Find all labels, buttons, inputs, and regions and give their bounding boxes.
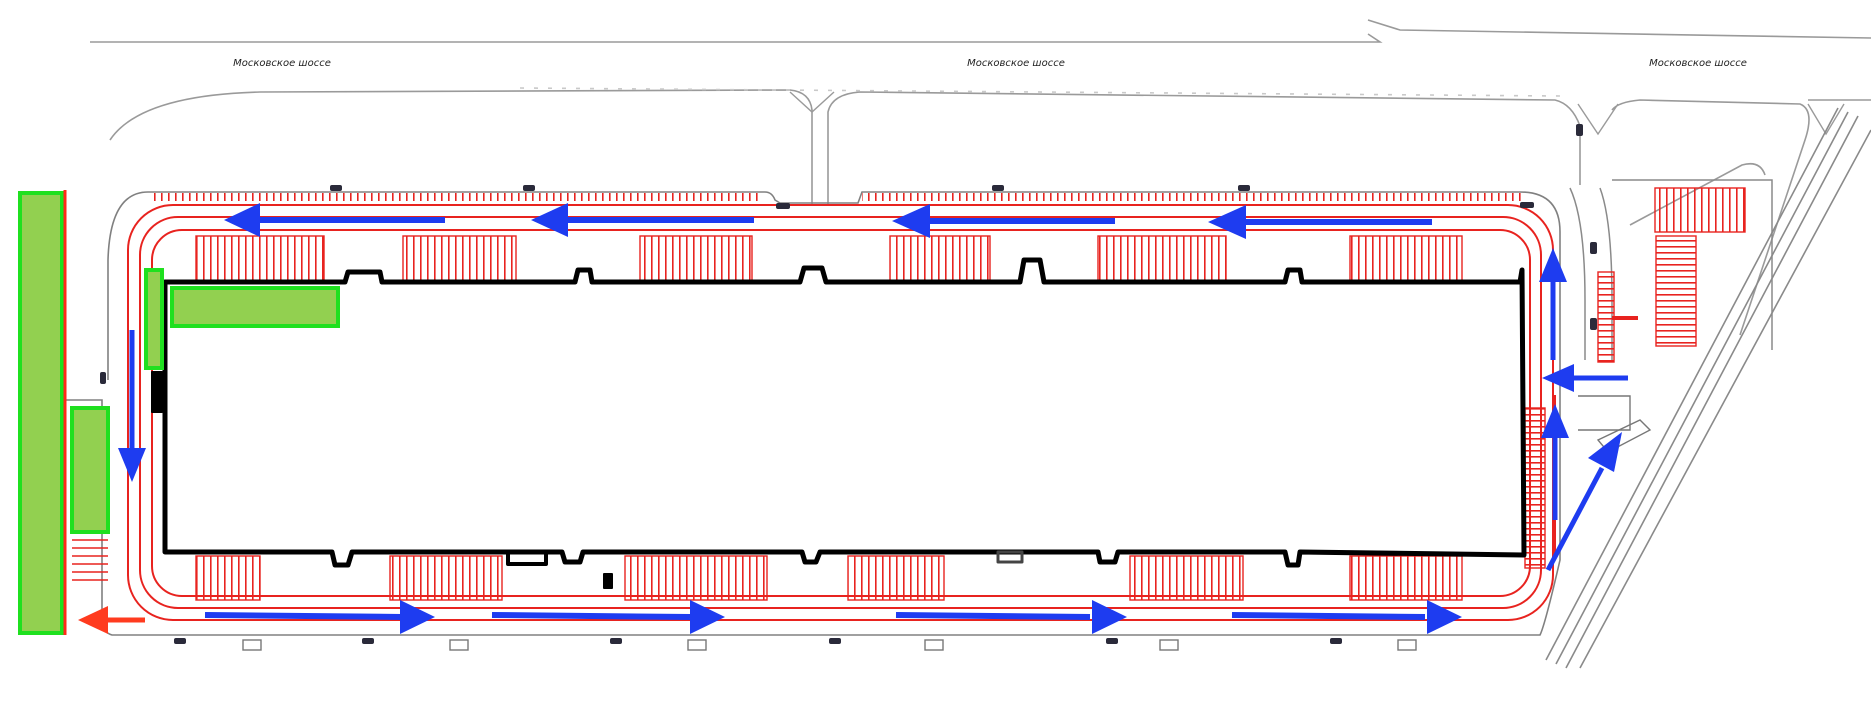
green-zone-left-small: [70, 406, 110, 534]
car-icon: [1106, 638, 1118, 644]
car-icon: [1330, 638, 1342, 644]
traffic-flow-arrow-icon: [491, 600, 725, 634]
traffic-flow-arrow-icon: [1541, 404, 1569, 520]
car-icon: [1590, 242, 1597, 254]
junctions: [789, 91, 1845, 136]
traffic-flow-arrow-icon: [1545, 432, 1622, 572]
traffic-flow-arrow-icon: [204, 600, 435, 634]
car-icon: [362, 638, 374, 644]
green-zone-left-strip: [18, 191, 64, 635]
car-icon: [100, 372, 106, 384]
traffic-flow-arrow-icon: [531, 203, 754, 237]
car-icon: [1238, 185, 1250, 191]
traffic-flow-arrow-icon: [118, 330, 146, 482]
car-icons: [100, 124, 1597, 644]
parking-bottom: [195, 555, 1463, 601]
parking-right: [1524, 187, 1746, 569]
traffic-flow-arrows: [118, 203, 1628, 634]
diagonal-road: [1545, 107, 1871, 669]
car-icon: [523, 185, 535, 191]
car-icon: [1576, 124, 1583, 136]
car-icon: [330, 185, 342, 191]
car-icon: [776, 203, 790, 209]
green-zones: [18, 191, 340, 635]
car-icon: [829, 638, 841, 644]
car-icon: [1520, 202, 1534, 208]
road-label-right: Московское шоссе: [1649, 58, 1747, 69]
traffic-flow-arrow-icon: [1231, 600, 1462, 634]
car-icon: [992, 185, 1004, 191]
green-zone-vertical: [144, 268, 164, 370]
parking-top: [150, 193, 1522, 282]
road-label-center: Московское шоссе: [967, 58, 1065, 69]
traffic-flow-arrow-icon: [224, 203, 445, 237]
traffic-flow-arrow-icon: [892, 204, 1115, 238]
drive-lanes: [127, 204, 1556, 621]
car-icon: [174, 638, 186, 644]
warehouse-building: [151, 257, 1527, 589]
green-zone-top-left: [170, 286, 340, 328]
car-icon: [1590, 318, 1597, 330]
crosswalk-left: [72, 539, 108, 581]
traffic-flow-arrow-icon: [1208, 205, 1432, 239]
exit-arrow-icon: [78, 606, 145, 634]
traffic-flow-arrow-icon: [1539, 248, 1567, 360]
highway: [90, 19, 1871, 336]
traffic-flow-arrow-icon: [1542, 364, 1628, 392]
car-icon: [610, 638, 622, 644]
traffic-flow-arrow-icon: [895, 600, 1127, 634]
road-label-left: Московское шоссе: [233, 58, 331, 69]
